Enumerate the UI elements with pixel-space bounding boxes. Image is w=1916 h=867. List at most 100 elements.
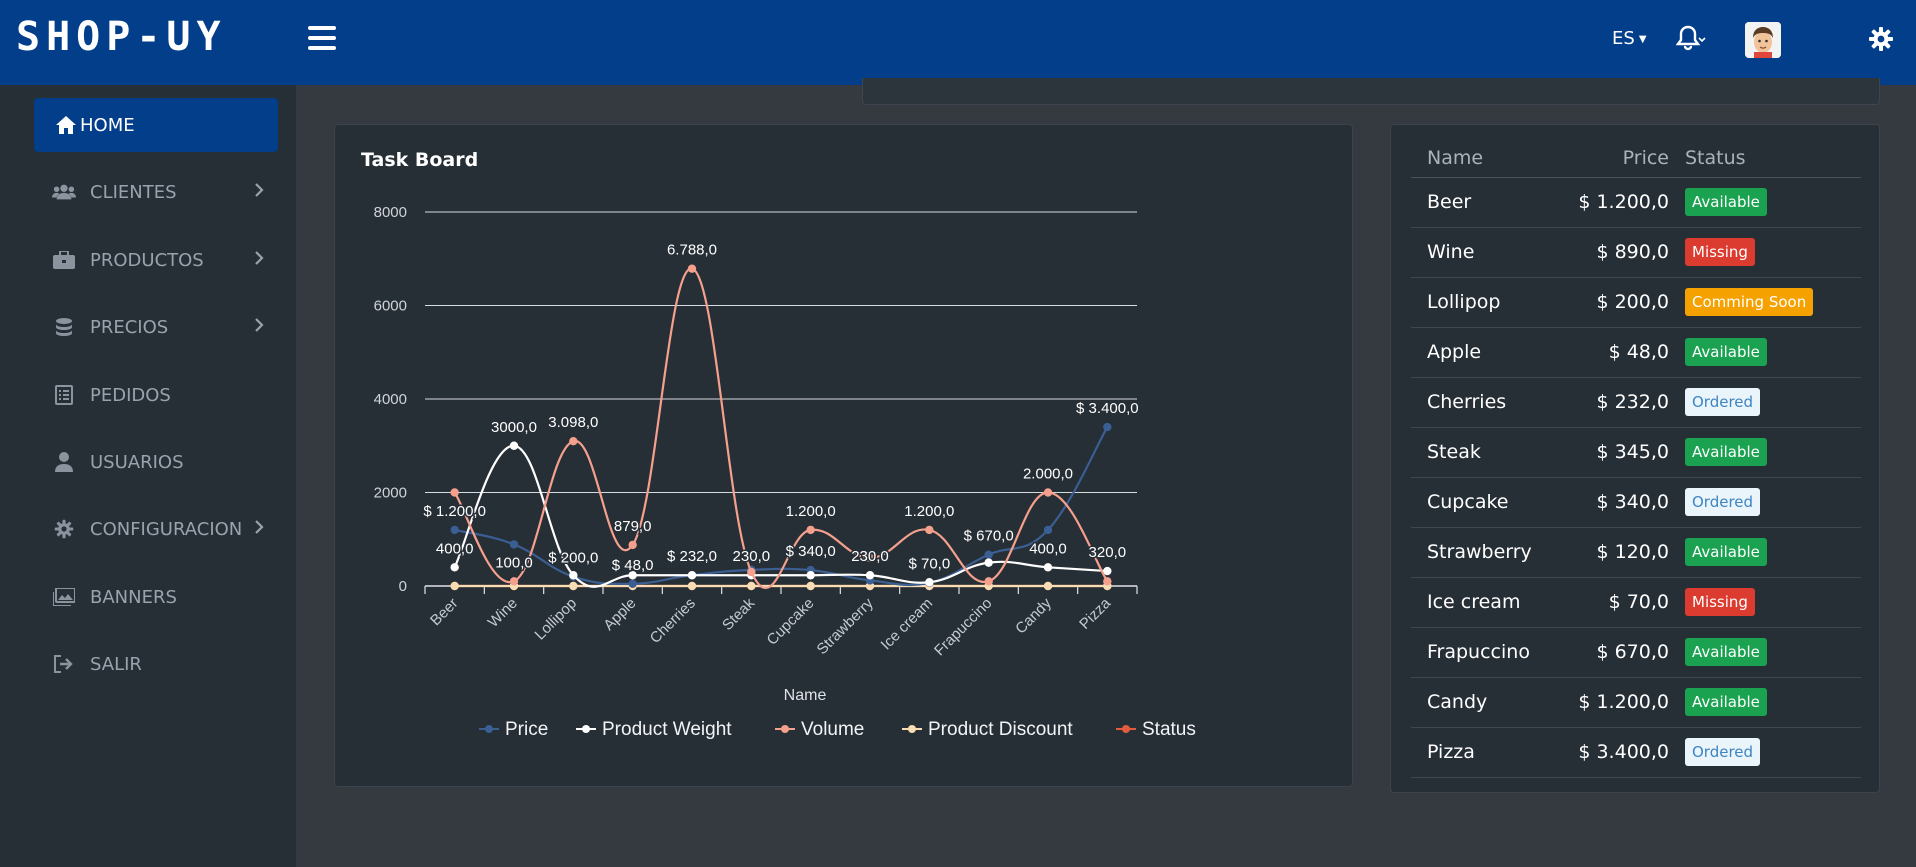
- table-row[interactable]: Candy $ 1.200,0 Available: [1411, 677, 1861, 728]
- product-name: Apple: [1411, 327, 1561, 378]
- top-navbar: SHOP-UY ES ▼ Usuario: [0, 0, 1916, 85]
- data-point: [925, 578, 934, 587]
- chevron-right-icon: [254, 519, 264, 540]
- table-row[interactable]: Pizza $ 3.400,0 Ordered: [1411, 727, 1861, 778]
- status-badge: Available: [1685, 438, 1767, 466]
- sidebar-item-usuarios[interactable]: USUARIOS: [34, 435, 278, 489]
- product-name: Cherries: [1411, 377, 1561, 428]
- data-label: $ 70,0: [908, 556, 950, 573]
- product-status-cell: Available: [1685, 627, 1861, 678]
- table-row[interactable]: Frapuccino $ 670,0 Available: [1411, 627, 1861, 678]
- data-label: $ 670,0: [964, 528, 1014, 545]
- coins-icon: [52, 315, 76, 339]
- table-row[interactable]: Ice cream $ 70,0 Missing: [1411, 577, 1861, 628]
- data-point: [984, 550, 993, 559]
- status-badge: Comming Soon: [1685, 288, 1814, 316]
- table-row[interactable]: Cupcake $ 340,0 Ordered: [1411, 477, 1861, 528]
- sidebar-item-salir[interactable]: SALIR: [34, 637, 278, 691]
- legend-marker: [781, 725, 789, 733]
- sidebar-item-configuracion[interactable]: CONFIGURACION: [34, 502, 278, 556]
- product-name: Wine: [1411, 227, 1561, 278]
- data-label: $ 200,0: [548, 550, 598, 567]
- sidebar-item-label: BANNERS: [90, 586, 177, 608]
- product-status-cell: Available: [1685, 327, 1861, 378]
- data-point: [865, 553, 875, 563]
- product-name: Steak: [1411, 427, 1561, 478]
- sidebar-item-clientes[interactable]: CLIENTES: [34, 165, 278, 219]
- data-label: 100,0: [495, 554, 533, 571]
- status-badge: Available: [1685, 638, 1767, 666]
- x-tick-label: Ice cream: [878, 595, 937, 654]
- table-row[interactable]: Apple $ 48,0 Available: [1411, 327, 1861, 378]
- data-point: [1043, 563, 1053, 572]
- table-row[interactable]: Wine $ 890,0 Missing: [1411, 227, 1861, 278]
- sidebar: HOME CLIENTES PRODUCTOS PRECIOS PEDIDOS …: [0, 85, 296, 867]
- status-badge: Available: [1685, 338, 1767, 366]
- sidebar-item-label: HOME: [80, 114, 135, 136]
- product-status-cell: Available: [1685, 527, 1861, 578]
- product-price: $ 340,0: [1561, 477, 1685, 528]
- settings-gear-icon[interactable]: [1868, 26, 1894, 56]
- status-badge: Ordered: [1685, 488, 1761, 516]
- sidebar-item-home[interactable]: HOME: [34, 98, 278, 152]
- data-point: [1103, 422, 1112, 432]
- product-price: $ 232,0: [1561, 377, 1685, 428]
- legend-item-label: Product Discount: [928, 719, 1073, 740]
- table-row[interactable]: Steak $ 345,0 Available: [1411, 427, 1861, 478]
- data-point: [509, 441, 519, 450]
- sidebar-item-banners[interactable]: BANNERS: [34, 570, 278, 624]
- legend-item-label: Price: [505, 719, 548, 740]
- product-status-cell: Missing: [1685, 227, 1861, 278]
- column-header-name[interactable]: Name: [1411, 139, 1561, 178]
- table-row[interactable]: Cherries $ 232,0 Ordered: [1411, 377, 1861, 428]
- username-label[interactable]: Usuario: [1790, 30, 1844, 46]
- column-header-status[interactable]: Status: [1685, 139, 1861, 178]
- user-avatar[interactable]: [1745, 22, 1781, 58]
- product-name: Pizza: [1411, 727, 1561, 778]
- data-point: [984, 577, 993, 586]
- sidebar-item-label: PRODUCTOS: [90, 249, 204, 271]
- product-price: $ 70,0: [1561, 577, 1685, 628]
- table-row[interactable]: Beer $ 1.200,0 Available: [1411, 177, 1861, 228]
- menu-toggle-icon[interactable]: [308, 26, 336, 52]
- sidebar-item-precios[interactable]: PRECIOS: [34, 300, 278, 354]
- product-status-cell: Ordered: [1685, 477, 1861, 528]
- chevron-right-icon: [254, 182, 264, 203]
- product-name: Frapuccino: [1411, 627, 1561, 678]
- x-tick-label: Cherries: [647, 595, 699, 647]
- data-point: [509, 577, 519, 586]
- data-label: 400,0: [436, 540, 474, 557]
- language-selector[interactable]: ES ▼: [1612, 28, 1647, 49]
- x-tick-label: Steak: [719, 594, 758, 633]
- column-header-price[interactable]: Price: [1561, 139, 1685, 178]
- x-tick-label: Beer: [427, 595, 461, 629]
- sidebar-item-productos[interactable]: PRODUCTOS: [34, 233, 278, 287]
- product-status-cell: Missing: [1685, 577, 1861, 628]
- data-label: 1.200,0: [786, 503, 836, 520]
- product-status-cell: Available: [1685, 427, 1861, 478]
- sidebar-item-label: PRECIOS: [90, 316, 169, 338]
- gear-icon: [52, 517, 76, 541]
- legend-marker: [908, 725, 916, 733]
- data-point: [569, 436, 578, 446]
- product-name: Ice cream: [1411, 577, 1561, 628]
- user-icon: [52, 450, 76, 474]
- product-status-cell: Comming Soon: [1685, 277, 1861, 328]
- brand-logo[interactable]: SHOP-UY: [16, 14, 227, 60]
- table-row[interactable]: Strawberry $ 120,0 Available: [1411, 527, 1861, 578]
- product-status-cell: Available: [1685, 677, 1861, 728]
- sidebar-item-pedidos[interactable]: PEDIDOS: [34, 368, 278, 422]
- data-label: 879,0: [614, 518, 652, 535]
- legend-item-label: Volume: [801, 719, 864, 740]
- notifications-bell-icon[interactable]: [1675, 24, 1706, 56]
- data-label: $ 1.200,0: [423, 503, 486, 520]
- data-point: [628, 579, 637, 588]
- caret-down-icon: ▼: [1638, 33, 1647, 45]
- status-badge: Available: [1685, 688, 1767, 716]
- table-row[interactable]: Lollipop $ 200,0 Comming Soon: [1411, 277, 1861, 328]
- status-badge: Ordered: [1685, 738, 1761, 766]
- data-label: 3.098,0: [548, 414, 598, 431]
- product-price: $ 48,0: [1561, 327, 1685, 378]
- data-point: [865, 571, 875, 580]
- x-tick-label: Apple: [600, 595, 639, 634]
